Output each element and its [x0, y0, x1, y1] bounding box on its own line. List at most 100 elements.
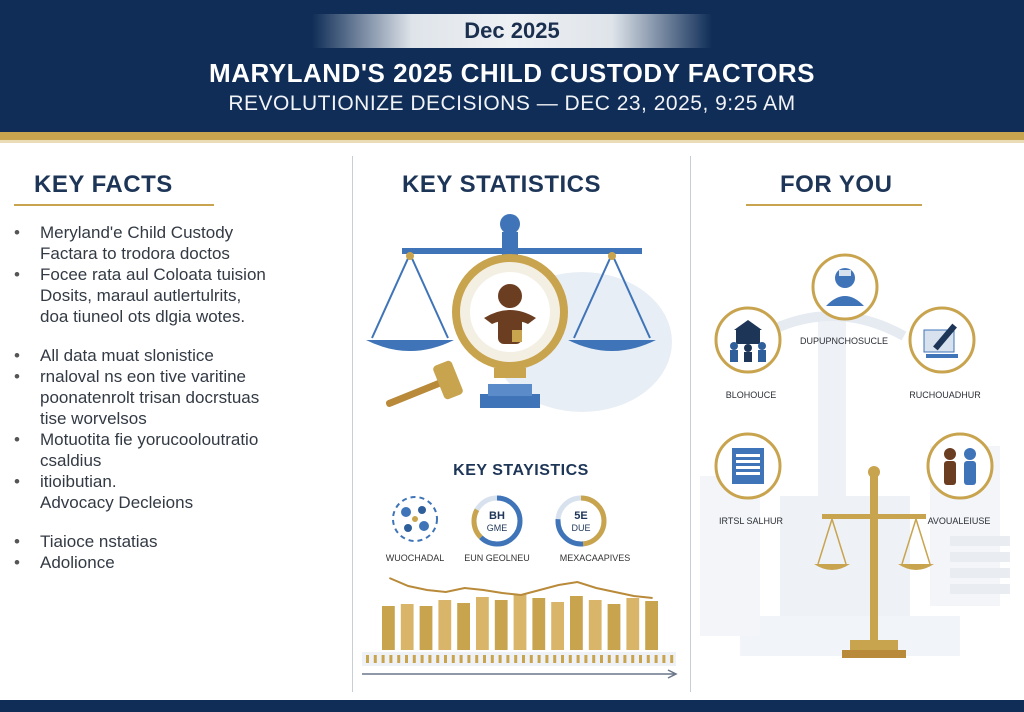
gold-divider-thin [0, 140, 1024, 143]
key-fact-text: rnaloval ns eon tive varitine [40, 367, 247, 386]
chart-tick [397, 655, 401, 663]
key-fact-item: Advocacy Decleions [14, 492, 344, 513]
bullet-icon: • [14, 430, 20, 449]
chart-tick [561, 655, 564, 663]
stat-label-1: WUOCHADAL [385, 553, 445, 563]
key-facts-list: • Meryland'e Child Custody Factara to trod… [14, 222, 344, 573]
key-fact-text: Advocacy Decleions [40, 493, 194, 512]
child-icon [498, 284, 522, 308]
chart-tick [483, 655, 486, 663]
for-you-underline [746, 204, 922, 206]
scale-base [480, 394, 540, 408]
bullet-icon: • [14, 223, 20, 242]
chart-tick [436, 655, 440, 663]
ring1-caption: GME [487, 523, 508, 533]
chart-tick [428, 655, 432, 663]
justice-scale-illustration [366, 214, 672, 412]
right-pan [568, 340, 656, 351]
key-fact-text: itioibutian. [40, 472, 117, 491]
chart-tick [654, 655, 658, 663]
chart-tick [600, 655, 603, 663]
stat-label-3: MEXACAAPIVES [559, 553, 631, 563]
chart-tick [639, 655, 642, 663]
for-you-label-1: DUPUPNCHOSUCLE [799, 336, 888, 346]
chart-bar [588, 600, 602, 650]
chart-tick [568, 655, 572, 663]
chart-tick [506, 655, 510, 663]
key-fact-text: tise worvelsos [40, 409, 147, 428]
chart-x-axis-arrow [362, 669, 678, 679]
judge-icon [811, 253, 879, 321]
chart-axis-band [362, 652, 676, 666]
key-fact-text: Adolionce [40, 553, 115, 572]
statistics-bar-chart [362, 577, 678, 679]
chart-bar [513, 594, 527, 650]
key-fact-item: tise worvelsos [14, 408, 344, 429]
key-statistics-subheading: KEY STAYISTICS [453, 462, 589, 479]
key-fact-text: All data muat slonistice [40, 346, 214, 365]
key-fact-item: • Focee rata aul Coloata tuision [14, 264, 344, 285]
column-divider-left [352, 156, 353, 692]
chart-tick [553, 655, 557, 663]
chart-bar [532, 598, 546, 650]
calendar-document-icon [714, 432, 782, 500]
documents-gavel-icon [908, 306, 976, 374]
key-fact-text: Motuotita fie yorucooloutratio [40, 430, 259, 449]
for-you-label-4: IRTSL SALHUR [718, 516, 784, 526]
for-you-heading: FOR YOU [780, 171, 893, 198]
family-courthouse-icon [714, 306, 782, 374]
chart-tick [366, 655, 369, 663]
key-facts-heading: KEY FACTS [34, 171, 173, 198]
stat-icon-network [392, 496, 438, 542]
key-fact-text: Meryland'e Child Custody [40, 223, 234, 242]
chart-tick [522, 655, 525, 663]
key-fact-item: • Tiaioce nstatias [14, 531, 344, 552]
chart-tick [381, 655, 385, 663]
chart-tick [467, 655, 471, 663]
for-you-label-5: AVOUALEIUSE [927, 516, 991, 526]
chart-tick [490, 655, 494, 663]
bullet-icon: • [14, 265, 20, 284]
chart-trend-line [389, 577, 653, 599]
bullet-icon: • [14, 532, 20, 551]
bullet-icon: • [14, 346, 20, 365]
scale-post [502, 232, 518, 258]
chart-tick [389, 655, 393, 663]
key-fact-item: Factara to trodora doctos [14, 243, 344, 264]
chart-tick [545, 655, 549, 663]
chart-bar [607, 604, 621, 650]
key-fact-item: • Meryland'e Child Custody [14, 222, 344, 243]
key-fact-item: Dosits, maraul autlertulrits, [14, 285, 344, 306]
chart-tick [405, 655, 408, 663]
chart-bar [457, 603, 470, 650]
chart-tick [584, 655, 588, 663]
chart-bar [551, 602, 564, 650]
chart-tick [529, 655, 533, 663]
chart-tick [459, 655, 463, 663]
chart-tick [475, 655, 479, 663]
chart-bar [476, 597, 489, 650]
key-fact-text: doa tiuneol ots dlgia wotes. [40, 307, 246, 326]
chart-tick [412, 655, 416, 663]
chart-tick [373, 655, 377, 663]
chart-tick [607, 655, 611, 663]
chart-bar [419, 606, 433, 650]
key-fact-item: • itioibutian. [14, 471, 344, 492]
chart-bar [645, 601, 658, 650]
key-fact-item: • rnaloval ns eon tive varitine [14, 366, 344, 387]
key-statistics-heading: KEY STATISTICS [402, 171, 602, 198]
key-fact-text: csaldius [40, 451, 102, 470]
ring2-caption: DUE [571, 523, 590, 533]
gold-divider [0, 132, 1024, 140]
gavel-icon [385, 360, 463, 407]
chart-tick [615, 655, 619, 663]
chart-tick [451, 655, 455, 663]
key-fact-item: doa tiuneol ots dlgia wotes. [14, 306, 344, 327]
chart-bar [494, 600, 508, 650]
key-fact-text: Dosits, maraul autlertulrits, [40, 286, 242, 305]
chart-tick [623, 655, 627, 663]
chart-bar [626, 598, 640, 650]
chart-tick [670, 655, 674, 663]
stat-ring-2: 5E DUE [555, 495, 607, 547]
for-you-label-3: RUCHOUADHUR [909, 390, 981, 400]
